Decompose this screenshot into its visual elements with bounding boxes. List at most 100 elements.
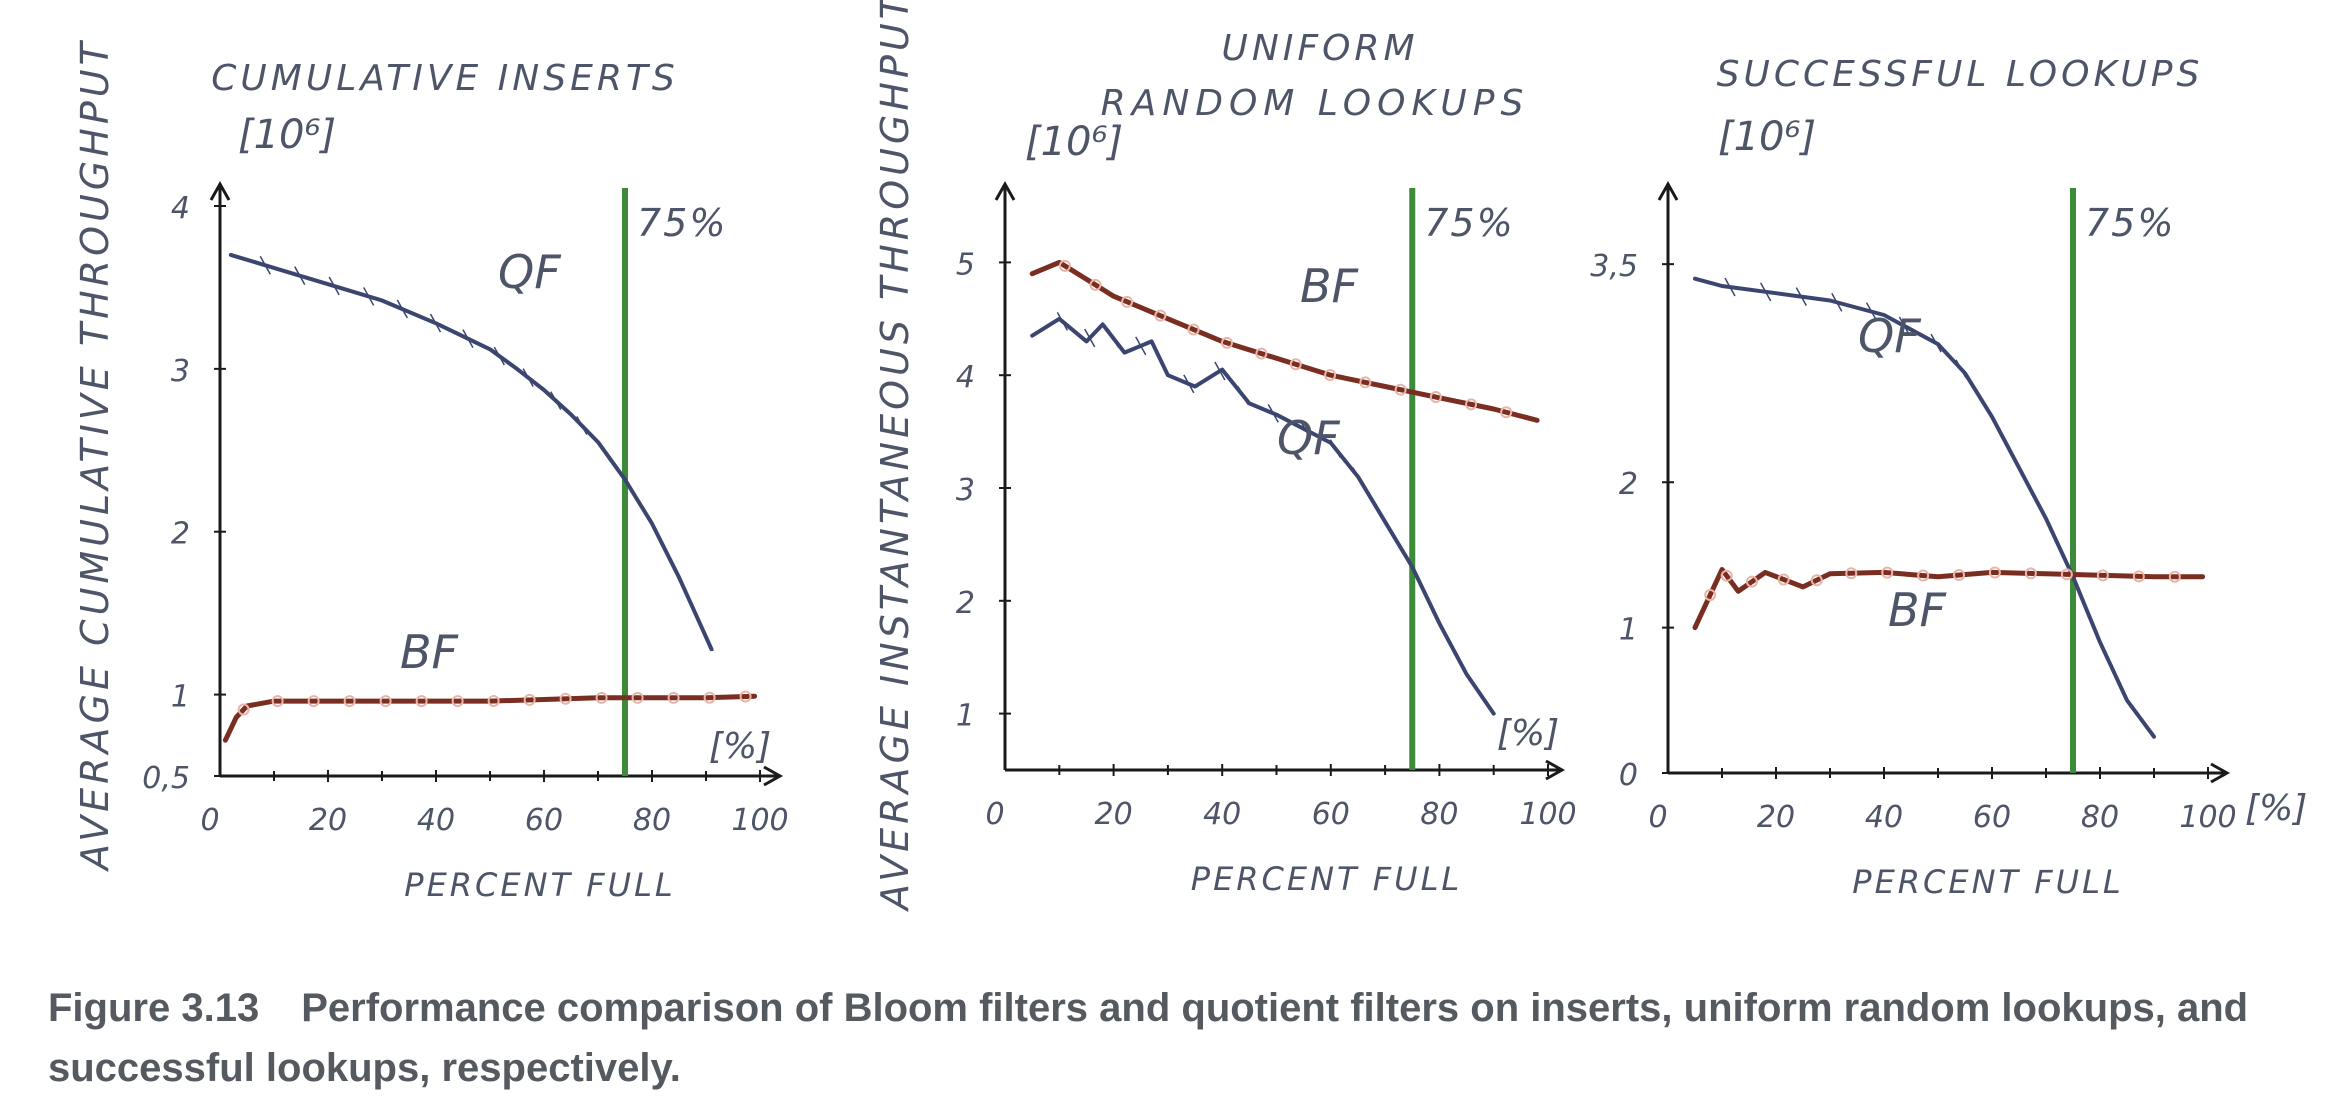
bf-point [1394,383,1407,396]
series-qf: QF [1030,311,1496,716]
series-qf: QF [1693,276,2156,739]
bf-point [559,692,572,705]
x-tick-label: 40 [1203,797,1241,832]
threshold-label: 75% [637,201,727,245]
qf-hatch [1352,467,1364,487]
qf-hatch [2116,680,2128,700]
qf-hatch [328,276,340,296]
qf-hatch [1475,686,1488,706]
bf-point [343,695,356,708]
bf-point [631,691,644,704]
ylabel-left: AVERAGE CUMULATIVE THROUGHPUT [73,38,117,873]
x-tick-label: 100 [2179,800,2236,835]
qf-hatch [672,566,685,586]
bf-point [2060,568,2073,581]
bf-point [1187,323,1200,336]
qf-hatch [576,416,588,435]
y-tick-label: 1 [171,680,190,715]
x-tick-label: 60 [525,803,563,838]
x-unit-label: [%] [2245,788,2307,829]
bf-point [1465,398,1478,411]
qf-hatch [1056,311,1069,331]
series-line-qf [1693,276,2156,739]
qf-hatch [493,346,505,366]
figure-number: Figure 3.13 [48,986,260,1030]
y-unit-label: [10⁶] [238,112,336,158]
bf-point [1988,566,2001,579]
qf-hatch [1898,316,1911,336]
x-axis-label: PERCENT FULL [1191,860,1462,898]
x-tick-label: 60 [1973,800,2011,835]
bf-point [271,695,284,708]
chart-title: SUCCESSFUL LOOKUPS [1717,54,2204,95]
series-bf: BF [1692,566,2206,637]
qf-hatch [396,299,408,319]
bf-point [1952,569,1965,582]
bf-point [1255,347,1268,360]
y-tick-label: 0,5 [142,761,190,796]
x-unit-label: [%] [709,726,771,767]
qf-hatch [2010,452,2022,472]
qf-hatch [550,391,562,411]
qf-hatch [1183,374,1195,394]
ylabel-middle: AVERAGE INSTANTANEOUS THROUGHPUT [873,0,917,913]
bf-point [2096,569,2109,582]
series-qf: QF [228,245,714,652]
qf-hatch [1107,328,1119,348]
qf-hatch [1156,353,1168,373]
x-tick-label: 20 [309,803,347,838]
y-tick-label: 3 [171,354,190,389]
x-tick-label: 100 [731,803,788,838]
series-label-qf: QF [498,245,561,299]
y-axis-arrow [994,180,1016,201]
x-tick-label: 20 [1095,797,1133,832]
x-axis-arrow [2210,762,2231,784]
bf-point [739,690,752,703]
qf-hatch [1299,420,1311,440]
bf-point [1220,336,1233,349]
bf-point [1704,588,1717,601]
bf-point [1154,309,1167,322]
threshold-label: 75% [1424,201,1514,245]
qf-hatch [2043,516,2055,535]
qf-hatch [639,503,651,522]
bf-point [1289,358,1302,371]
x-tick-label: 80 [2081,800,2119,835]
qf-hatch [656,534,668,554]
y-axis-arrow [209,180,231,201]
bf-point [379,695,392,708]
qf-hatch [1795,287,1807,307]
bf-point [415,695,428,708]
chart-panel-3: SUCCESSFUL LOOKUPS [10⁶] [%] 0 20 40 60 80 100 0 1… [1590,54,2307,901]
x-unit-label: [%] [1497,713,1559,754]
qf-hatch [1831,292,1843,312]
qf-hatch [363,287,375,306]
x-axis-arrow [1545,759,1566,781]
qf-hatch [1135,336,1147,356]
figure: CUMULATIVE INSERTS[10⁶][%]0 20 40 60 80 1000,… [73,0,2307,913]
qf-hatch [1955,359,1967,379]
y-tick-label: 5 [956,247,975,282]
qf-hatch [687,599,700,619]
bf-point [595,691,608,704]
bf-point [667,691,680,704]
qf-hatch [1865,302,1878,322]
qf-hatch [462,329,474,349]
bf-point [307,695,320,708]
qf-hatch [1456,656,1468,676]
bf-point [1121,295,1134,308]
bf-point [1777,573,1790,586]
bf-point [1745,575,1758,588]
qf-hatch [1930,333,1942,353]
x-tick-label: 0 [1648,800,1667,835]
qf-hatch [702,632,714,652]
qf-hatch [2027,484,2039,503]
qf-hatch [259,255,271,275]
series-label-qf: QF [1277,411,1340,465]
qf-hatch [1267,403,1279,423]
x-tick-label: 100 [1519,797,1576,832]
y-tick-label: 2 [171,517,190,552]
qf-hatch [599,443,612,462]
bf-point [523,693,536,706]
bf-point [1917,569,1930,582]
